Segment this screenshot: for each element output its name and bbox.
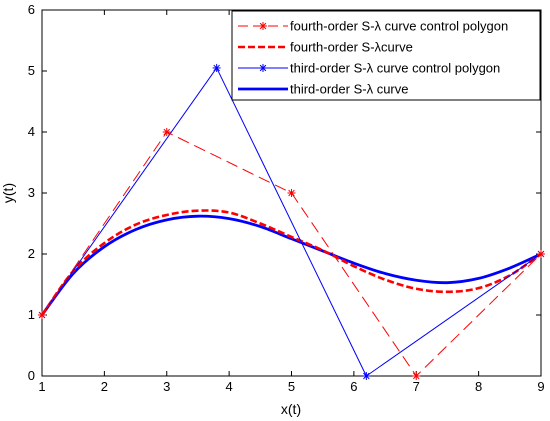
x-tick-label: 4 [226, 379, 233, 394]
legend-marker [259, 64, 267, 72]
data-point [287, 189, 296, 197]
y-axis-label: y(t) [0, 183, 16, 203]
x-tick-label: 2 [101, 379, 108, 394]
legend-label: third-order S-λ curve [290, 82, 408, 97]
legend-entry: fourth-order S-λcurve [238, 40, 413, 55]
series-layer [38, 63, 545, 380]
series-line [40, 209, 542, 316]
series-3 [40, 214, 542, 316]
data-point [537, 250, 545, 258]
y-tick-label: 5 [28, 63, 35, 78]
x-tick-label: 9 [537, 379, 544, 394]
y-tick-label: 3 [28, 185, 35, 200]
y-tick-label: 6 [28, 2, 35, 17]
data-point [162, 128, 171, 136]
legend-marker [259, 22, 267, 30]
y-tick-label: 1 [28, 307, 35, 322]
x-tick-label: 3 [163, 379, 170, 394]
y-tick-label: 0 [28, 368, 35, 383]
data-point [362, 372, 371, 380]
legend-entry: third-order S-λ curve control polygon [238, 61, 500, 76]
legend-entry: third-order S-λ curve [238, 82, 408, 97]
data-point [38, 311, 46, 319]
x-tick-label: 8 [475, 379, 482, 394]
legend-label: third-order S-λ curve control polygon [290, 61, 500, 76]
x-axis-label: x(t) [281, 401, 301, 417]
x-tick-label: 1 [38, 379, 45, 394]
data-point [212, 63, 221, 72]
series-1 [40, 209, 542, 316]
y-tick-label: 4 [28, 124, 35, 139]
data-point [412, 372, 421, 380]
x-tick-label: 7 [413, 379, 420, 394]
legend-entry: fourth-order S-λ curve control polygon [238, 19, 508, 34]
legend: fourth-order S-λ curve control polygon fo… [231, 10, 541, 101]
y-tick-label: 2 [28, 246, 35, 261]
x-tick-label: 5 [288, 379, 295, 394]
series-line [41, 67, 542, 377]
x-tick-label: 6 [350, 379, 357, 394]
series-0 [38, 128, 545, 380]
series-line [40, 214, 542, 316]
legend-label: fourth-order S-λ curve control polygon [290, 19, 508, 34]
legend-label: fourth-order S-λcurve [290, 40, 413, 55]
